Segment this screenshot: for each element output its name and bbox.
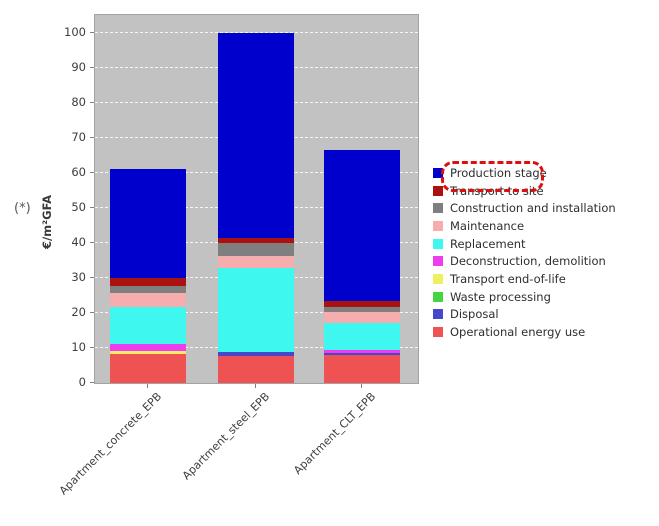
y-tick-label: 10 <box>71 340 86 354</box>
gridline-100 <box>95 32 418 33</box>
y-tick-label: 40 <box>71 235 86 249</box>
bar-segment <box>110 169 186 278</box>
legend-swatch-icon <box>433 256 443 267</box>
stacked-bar-Apartment_steel_EPB <box>218 33 294 383</box>
y-tick-label: 20 <box>71 305 86 319</box>
legend-label: Deconstruction, demolition <box>450 254 606 269</box>
legend-item: Production stage <box>433 164 616 182</box>
bar-segment <box>110 285 186 294</box>
y-tick-mark <box>90 347 94 348</box>
legend-item: Replacement <box>433 235 616 253</box>
legend-item: Waste processing <box>433 288 616 306</box>
legend-label: Operational energy use <box>450 325 586 340</box>
y-tick-label: 100 <box>64 25 86 39</box>
y-tick-mark <box>90 67 94 68</box>
legend-item: Maintenance <box>433 217 616 235</box>
legend-label: Transport to site <box>450 183 544 198</box>
x-tick-mark <box>361 384 362 388</box>
legend-item: Deconstruction, demolition <box>433 252 616 270</box>
y-tick-mark <box>90 312 94 313</box>
bar-segment <box>324 306 400 313</box>
bar-segment <box>218 356 294 383</box>
side-note: (*) <box>14 201 31 216</box>
y-tick-label: 80 <box>71 95 86 109</box>
legend-swatch-icon <box>433 291 443 302</box>
legend-label: Construction and installation <box>450 201 616 216</box>
y-tick-label: 50 <box>71 200 86 214</box>
y-tick-mark <box>90 207 94 208</box>
bar-segment <box>218 242 294 256</box>
x-tick-mark <box>255 384 256 388</box>
bar-segment <box>110 354 186 383</box>
stacked-bar-Apartment_concrete_EPB <box>110 169 186 383</box>
legend-item: Operational energy use <box>433 323 616 341</box>
legend-swatch-icon <box>433 185 443 196</box>
legend-swatch-icon <box>433 309 443 320</box>
y-tick-label: 90 <box>71 60 86 74</box>
y-tick-label: 30 <box>71 270 86 284</box>
legend-swatch-icon <box>433 203 443 214</box>
legend-swatch-icon <box>433 167 443 178</box>
y-tick-label: 70 <box>71 130 86 144</box>
y-tick-label: 60 <box>71 165 86 179</box>
bar-segment <box>110 351 186 355</box>
legend-swatch-icon <box>433 220 443 231</box>
legend-label: Replacement <box>450 236 526 251</box>
bar-segment <box>110 306 186 344</box>
x-tick-mark <box>147 384 148 388</box>
legend-item: Construction and installation <box>433 199 616 217</box>
bar-segment <box>110 343 186 352</box>
bar-segment <box>324 323 400 351</box>
bar-segment <box>218 255 294 268</box>
y-tick-mark <box>90 102 94 103</box>
stacked-bar-Apartment_CLT_EPB <box>324 149 400 383</box>
legend-item: Transport end-of-life <box>433 270 616 288</box>
bar-segment <box>324 354 400 383</box>
bar-segment <box>218 351 294 357</box>
legend-item: Transport to site <box>433 182 616 200</box>
bar-segment <box>218 33 294 239</box>
legend-label: Transport end-of-life <box>450 271 566 286</box>
y-tick-mark <box>90 242 94 243</box>
legend-item: Disposal <box>433 306 616 324</box>
legend-label: Production stage <box>450 165 547 180</box>
y-tick-mark <box>90 172 94 173</box>
y-tick-mark <box>90 382 94 383</box>
bar-segment <box>218 238 294 243</box>
x-tick-label: Apartment_concrete_EPB <box>56 390 165 498</box>
legend-swatch-icon <box>433 327 443 338</box>
bar-segment <box>324 301 400 307</box>
bar-segment <box>324 312 400 324</box>
legend-label: Waste processing <box>450 289 551 304</box>
legend: Production stage Transport to site Constru… <box>433 164 616 341</box>
legend-label: Maintenance <box>450 218 525 233</box>
y-tick-mark <box>90 32 94 33</box>
bar-segment <box>110 277 186 286</box>
y-tick-mark <box>90 137 94 138</box>
y-tick-mark <box>90 277 94 278</box>
plot-area <box>94 14 419 384</box>
bar-segment <box>218 267 294 352</box>
legend-swatch-icon <box>433 238 443 249</box>
y-tick-label: 0 <box>78 375 86 389</box>
bar-segment <box>110 293 186 307</box>
legend-swatch-icon <box>433 273 443 284</box>
bar-segment <box>324 149 400 302</box>
legend-label: Disposal <box>450 307 499 322</box>
bar-segment <box>324 352 400 355</box>
bar-segment <box>324 350 400 353</box>
